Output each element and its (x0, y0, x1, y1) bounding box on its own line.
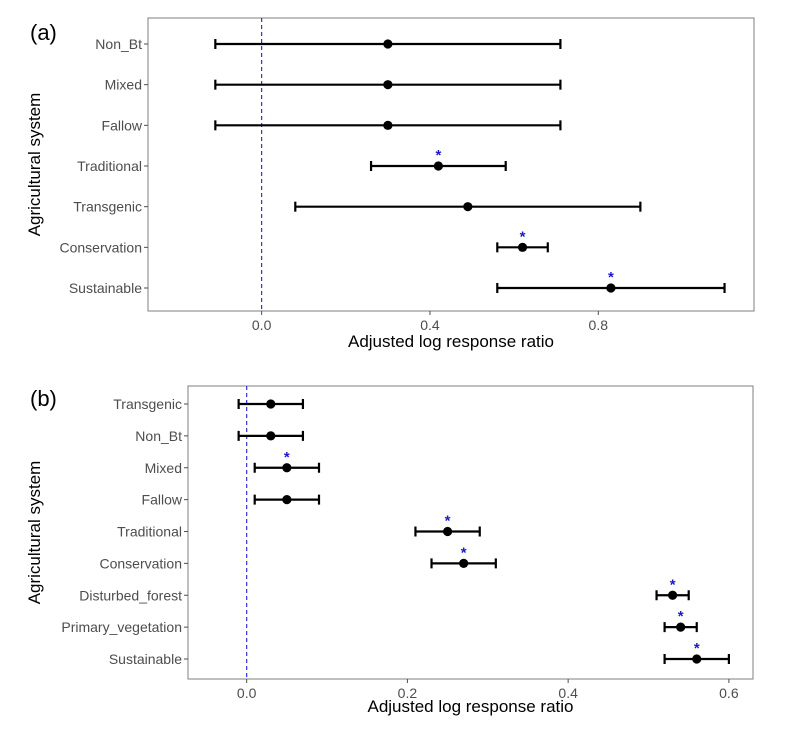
x-tick-label-0-0: 0.0 (252, 317, 272, 333)
point-1-3 (282, 495, 292, 505)
significance-star-0-6: * (608, 269, 614, 286)
category-label-0-3: Traditional (77, 158, 142, 174)
category-label-1-3: Fallow (142, 492, 183, 508)
category-label-1-0: Transgenic (113, 396, 182, 412)
category-label-0-6: Sustainable (69, 280, 142, 296)
category-label-1-5: Conservation (100, 555, 183, 571)
point-0-6 (606, 283, 616, 293)
x-tick-label-1-2: 0.4 (558, 685, 578, 701)
significance-star-0-3: * (435, 147, 441, 164)
point-1-2 (282, 463, 292, 473)
x-axis-title-1: Adjusted log response ratio (367, 697, 573, 716)
category-label-1-2: Mixed (145, 460, 182, 476)
significance-star-1-2: * (284, 449, 290, 466)
x-axis-title-0: Adjusted log response ratio (348, 332, 554, 351)
point-0-0 (383, 39, 393, 49)
significance-star-1-8: * (694, 640, 700, 657)
category-label-0-0: Non_Bt (95, 36, 142, 52)
x-tick-label-1-1: 0.2 (398, 685, 418, 701)
category-label-0-5: Conservation (60, 239, 143, 255)
category-label-1-1: Non_Bt (135, 428, 182, 444)
point-0-2 (383, 120, 393, 130)
panel-border-0 (147, 17, 755, 312)
significance-star-0-5: * (520, 228, 526, 245)
category-label-0-4: Transgenic (73, 199, 142, 215)
y-axis-title-0: Agricultural system (25, 93, 44, 237)
category-label-1-6: Disturbed_forest (79, 587, 182, 603)
significance-star-1-7: * (678, 608, 684, 625)
panel-border-1 (187, 385, 754, 680)
point-1-6 (668, 590, 678, 600)
point-1-4 (442, 526, 453, 537)
y-axis-title-1: Agricultural system (25, 461, 44, 605)
point-0-3 (433, 161, 443, 171)
significance-star-1-4: * (445, 513, 451, 530)
significance-star-1-5: * (461, 544, 467, 561)
category-label-1-8: Sustainable (109, 651, 182, 667)
point-1-7 (676, 622, 686, 632)
point-0-5 (517, 242, 528, 252)
category-label-1-7: Primary_vegetation (61, 619, 182, 635)
point-1-8 (692, 654, 702, 664)
panel-label-0: (a) (30, 20, 57, 45)
point-0-1 (383, 80, 393, 90)
panel-label-1: (b) (30, 386, 57, 411)
point-1-1 (266, 431, 276, 441)
category-label-0-1: Mixed (105, 77, 142, 93)
point-0-4 (463, 202, 473, 212)
x-tick-label-1-0: 0.0 (237, 685, 257, 701)
x-tick-label-0-1: 0.4 (420, 317, 440, 333)
category-label-0-2: Fallow (102, 117, 143, 133)
x-tick-label-1-3: 0.6 (719, 685, 739, 701)
significance-star-1-6: * (670, 576, 676, 593)
point-1-5 (459, 558, 469, 568)
category-label-1-4: Traditional (117, 524, 182, 540)
point-1-0 (266, 399, 276, 409)
x-tick-label-0-2: 0.8 (589, 317, 609, 333)
